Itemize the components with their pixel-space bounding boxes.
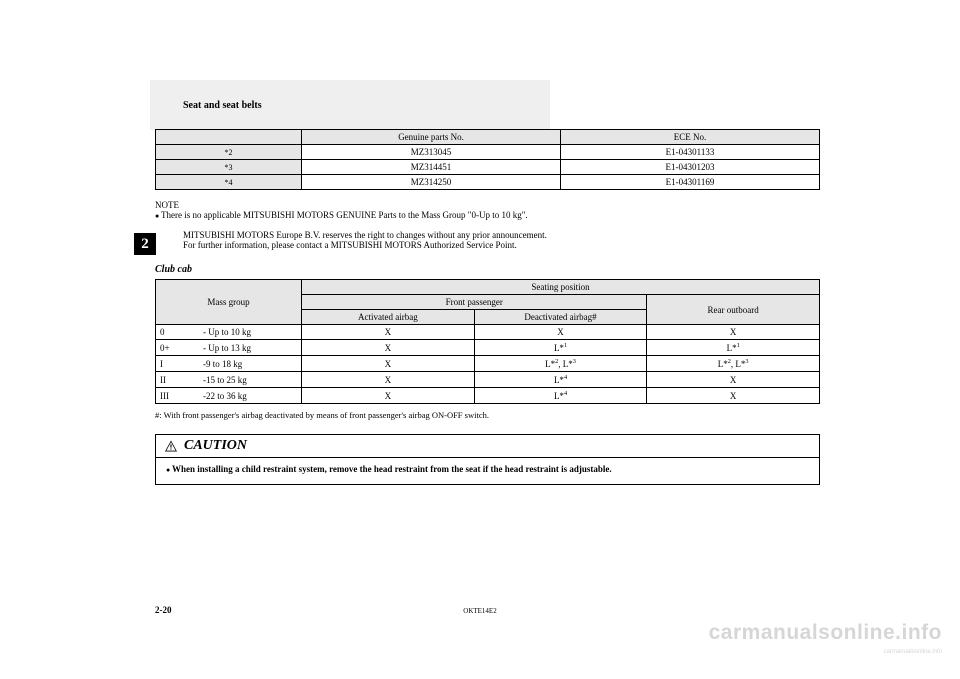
table-row: *3 MZ314451 E1-04301203 [156,160,820,175]
note-item: There is no applicable MITSUBISHI MOTORS… [167,210,820,220]
mass-group-code: I [156,356,200,372]
seating-header-mass-group: Mass group [156,280,302,325]
caution-item: When installing a child restraint system… [166,464,612,474]
seating-cell: L*2, L*3 [474,356,647,372]
mass-group-desc: - Up to 10 kg [199,325,302,340]
ece-no: E1-04301133 [561,145,820,160]
caution-title-bar: CAUTION [156,435,819,458]
seating-header-activated: Activated airbag [302,310,475,325]
section-header: Seat and seat belts [183,100,820,111]
seating-cell: X [302,372,475,388]
paragraph-line: MITSUBISHI MOTORS Europe B.V. reserves t… [183,230,820,240]
table-row: III -22 to 36 kg X L*4 X [156,388,820,404]
seating-header-rear: Rear outboard [647,295,820,325]
table-footnote: #: With front passenger's airbag deactiv… [155,410,820,420]
seating-cell: L*4 [474,372,647,388]
table-row: 0+ - Up to 13 kg X L*1 L*1 [156,340,820,356]
doc-code: OKTE14E2 [0,607,960,615]
seating-cell: X [647,388,820,404]
mass-group-desc: - Up to 13 kg [199,340,302,356]
seating-cell: X [302,340,475,356]
seating-cell: L*1 [474,340,647,356]
mass-group-code: 0 [156,325,200,340]
subheading-club-cab: Club cab [155,264,820,275]
seating-header-deactivated: Deactivated airbag# [474,310,647,325]
table-row: *2 MZ313045 E1-04301133 [156,145,820,160]
parts-table-header-blank [156,130,302,145]
table-row: *4 MZ314250 E1-04301169 [156,175,820,190]
parts-no: MZ314451 [302,160,561,175]
mass-group-desc: -22 to 36 kg [199,388,302,404]
seating-cell: X [302,325,475,340]
caution-box: CAUTION When installing a child restrain… [155,434,820,485]
mass-group-code: II [156,372,200,388]
parts-table-header-parts: Genuine parts No. [302,130,561,145]
seating-header-seating-position: Seating position [302,280,820,295]
table-row: II -15 to 25 kg X L*4 X [156,372,820,388]
page-content: Seat and seat belts Genuine parts No. EC… [0,0,960,679]
parts-no: MZ314250 [302,175,561,190]
parts-no: MZ313045 [302,145,561,160]
seating-header-front: Front passenger [302,295,647,310]
paragraph-line: For further information, please contact … [183,240,820,250]
note-label: NOTE [155,200,820,210]
ece-no: E1-04301169 [561,175,820,190]
mass-group-desc: -15 to 25 kg [199,372,302,388]
parts-ref: *3 [156,160,302,175]
seating-cell: X [474,325,647,340]
seating-cell: L*2, L*3 [647,356,820,372]
watermark-sub-text: carmanualsonline.info [884,649,942,655]
parts-ref: *4 [156,175,302,190]
caution-title-text: CAUTION [184,438,247,454]
seating-cell: L*4 [474,388,647,404]
mass-group-code: 0+ [156,340,200,356]
watermark-text: carmanualsonline.info [709,621,942,645]
table-row: I -9 to 18 kg X L*2, L*3 L*2, L*3 [156,356,820,372]
parts-ref: *2 [156,145,302,160]
mass-group-code: III [156,388,200,404]
seating-cell: X [647,372,820,388]
ece-no: E1-04301203 [561,160,820,175]
table-row: 0 - Up to 10 kg X X X [156,325,820,340]
paragraph-block: MITSUBISHI MOTORS Europe B.V. reserves t… [183,230,820,250]
parts-table-header-ece: ECE No. [561,130,820,145]
seating-cell: X [302,356,475,372]
seating-cell: X [647,325,820,340]
warning-triangle-icon [164,440,178,452]
mass-group-desc: -9 to 18 kg [199,356,302,372]
caution-body: When installing a child restraint system… [156,458,819,484]
seating-cell: X [302,388,475,404]
parts-table: Genuine parts No. ECE No. *2 MZ313045 E1… [155,129,820,190]
seating-cell: L*1 [647,340,820,356]
seating-table: Mass group Seating position Front passen… [155,279,820,404]
